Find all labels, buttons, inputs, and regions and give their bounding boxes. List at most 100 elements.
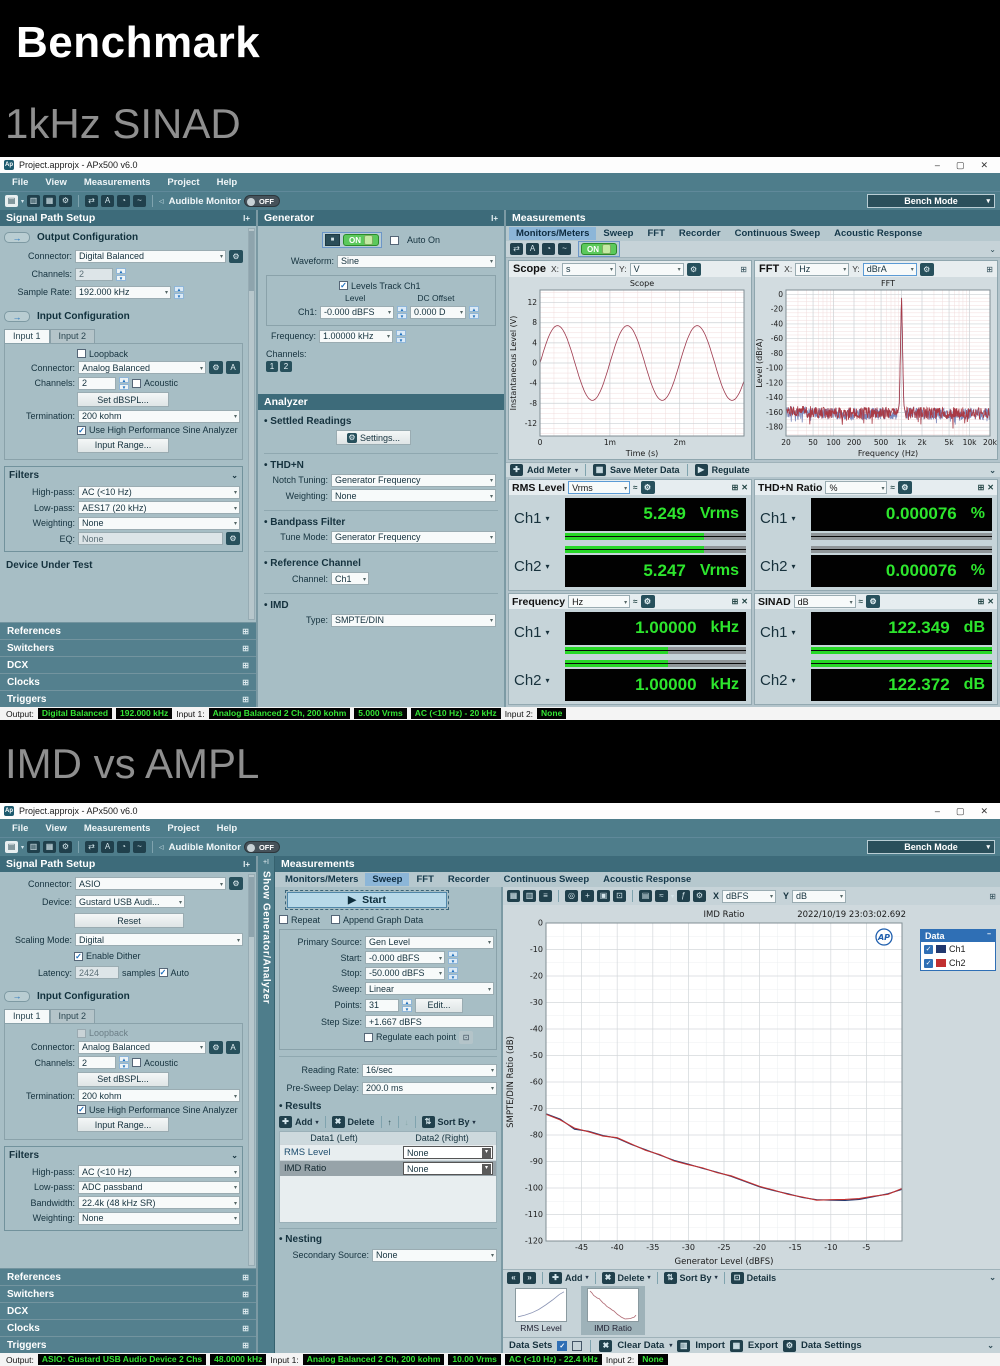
center-icon[interactable]: ⊡ [613,890,626,902]
eq-settings-icon[interactable]: ⚙ [226,532,240,545]
signal-path-icon[interactable]: ⇄ [85,195,99,207]
add-meter-icon[interactable]: ✚ [510,464,523,476]
tab-sweep[interactable]: Sweep [603,228,634,239]
move-up-icon[interactable]: ↑ [387,1117,392,1127]
generator-on-toggle[interactable]: ■ ON [321,232,382,248]
input-channels-input[interactable]: 2 [78,376,116,390]
reading-rate-select[interactable]: 16/sec [362,1063,497,1077]
popout-icon[interactable]: ⊞ [731,483,739,492]
save-meter-label[interactable]: Save Meter Data [610,465,680,475]
frequency-stepper[interactable]: ▲ ▼ [396,329,406,343]
points-input[interactable]: 31 [365,998,399,1012]
zoom-icon[interactable]: ◎ [565,890,578,902]
lowpass-select[interactable]: AES17 (20 kHz) [78,501,240,514]
export-icon[interactable]: ▦ [729,1339,743,1352]
thumbnail-imd-ratio[interactable]: IMD Ratio [581,1286,645,1335]
dock-icon[interactable]: +I [262,859,270,866]
sidebar-item-clocks[interactable]: Clocks ⊞ [0,1319,256,1336]
show-generator-label[interactable]: Show Generator/Analyzer [260,871,272,1005]
sidebar-item-switchers[interactable]: Switchers ⊞ [0,1285,256,1302]
sidebar-item-dcx[interactable]: DCX ⊞ [0,1302,256,1319]
minimize-button[interactable]: – [934,805,940,816]
tab-continuous-sweep[interactable]: Continuous Sweep [503,874,590,885]
dc-stepper[interactable]: ▲ ▼ [469,305,479,319]
fit-icon[interactable]: ▣ [597,890,610,902]
data-settings-label[interactable]: Data Settings [800,1340,862,1351]
points-stepper[interactable]: ▲ ▼ [402,998,412,1012]
sort-by-label[interactable]: Sort By [679,1272,712,1283]
tab-continuous-sweep[interactable]: Continuous Sweep [734,228,821,239]
tab-acoustic-response[interactable]: Acoustic Response [834,228,923,239]
pre-sweep-delay-select[interactable]: 200.0 ms [362,1081,497,1095]
monitors-on-toggle[interactable]: ON [578,241,620,257]
menu-measurements[interactable]: Measurements [83,176,151,188]
audible-monitor-toggle[interactable]: OFF [243,195,280,207]
dataset-unchecked-icon[interactable] [572,1340,583,1351]
sample-rate-stepper[interactable]: ▲ ▼ [174,285,184,299]
tab-input1[interactable]: Input 1 [4,329,50,343]
start-select[interactable]: -0.000 dBFS [365,951,445,964]
monitor-icon[interactable]: ~ [133,195,147,207]
channels-stepper[interactable]: ▲ ▼ [119,376,129,390]
input-range-button[interactable]: Input Range... [77,437,169,453]
step-size-input[interactable]: +1.667 dBFS [365,1015,494,1028]
delete-label[interactable]: Delete [617,1272,645,1283]
clear-data-icon[interactable]: ✖ [599,1339,613,1352]
sidebar-item-dcx[interactable]: DCX ⊞ [0,656,256,673]
monitor-icon[interactable]: ~ [133,841,147,853]
tab-monitors-meters[interactable]: Monitors/Meters [285,874,359,885]
scrollbar[interactable] [248,874,255,1266]
termination-select[interactable]: 200 kohm [78,409,240,423]
popout-icon[interactable]: ⊞ [989,891,996,901]
settings-button[interactable]: ⚙ Settings... [336,430,412,445]
stats-icon[interactable]: ≈ [655,890,668,902]
termination-select[interactable]: 200 kohm [78,1089,240,1102]
unit-select[interactable]: Hz [568,595,631,608]
minimize-button[interactable]: – [934,159,940,170]
ch1-level-select[interactable]: -0.000 dBFS [320,305,394,319]
sidebar-item-switchers[interactable]: Switchers ⊞ [0,639,256,656]
add-label[interactable]: Add [295,1117,313,1127]
delete-icon[interactable]: ✖ [331,1116,345,1128]
pin-icon[interactable]: ⌄ [989,465,996,475]
tab-input1[interactable]: Input 1 [4,1008,50,1023]
scope-y-select[interactable]: V [629,262,684,276]
dc-offset-select[interactable]: 0.000 D [410,305,466,319]
start-button[interactable]: ▶ Start [285,890,449,910]
unit-select[interactable]: % [825,481,888,494]
sidebar-item-triggers[interactable]: Triggers ⊞ [0,690,256,707]
save-graph-icon[interactable]: ▦ [507,890,520,902]
hpsa-checkbox[interactable] [77,425,86,435]
level-stepper[interactable]: ▲ ▼ [397,305,407,319]
lowpass-select[interactable]: ADC passband [78,1180,240,1194]
thumbnail-rms-level[interactable]: RMS Level [509,1286,573,1335]
sort-results-icon[interactable]: ⇅ [663,1271,677,1284]
delete-result-icon[interactable]: ✖ [601,1271,615,1284]
tab-input2[interactable]: Input 2 [49,1008,96,1023]
stats-icon[interactable]: ≈ [858,597,864,606]
start-stepper[interactable]: ▲ ▼ [448,951,458,964]
ref-channel-select[interactable]: Ch1 [331,572,369,585]
sidebar-item-references[interactable]: References ⊞ [0,1268,256,1285]
connector-settings-icon[interactable]: ⚙ [229,249,243,263]
open-icon[interactable]: ▥ [27,841,41,853]
auto-range-icon[interactable]: A [226,361,240,374]
close-icon[interactable]: ✕ [741,597,748,606]
levels-track-checkbox[interactable] [339,281,348,290]
menu-view[interactable]: View [45,176,67,188]
sidebar-item-references[interactable]: References ⊞ [0,622,256,639]
popout-icon[interactable]: ⊞ [986,264,993,274]
loopback-checkbox[interactable] [77,349,86,358]
popout-icon[interactable]: ⊞ [731,597,739,606]
enable-dither-checkbox[interactable] [74,951,83,961]
repeat-checkbox[interactable] [279,915,288,924]
tab-fft[interactable]: FFT [647,228,665,239]
reset-button[interactable]: Reset [74,913,184,928]
audible-monitor-toggle[interactable]: OFF [243,841,280,853]
menu-help[interactable]: Help [216,822,238,834]
channels-stepper[interactable]: ▲ ▼ [116,267,126,281]
scaling-mode-select[interactable]: Digital [75,933,243,946]
meter-settings-icon[interactable]: ⚙ [640,481,655,494]
fx-icon[interactable]: ƒ [677,890,691,902]
set-dbspl-button[interactable]: Set dBSPL... [77,392,169,407]
